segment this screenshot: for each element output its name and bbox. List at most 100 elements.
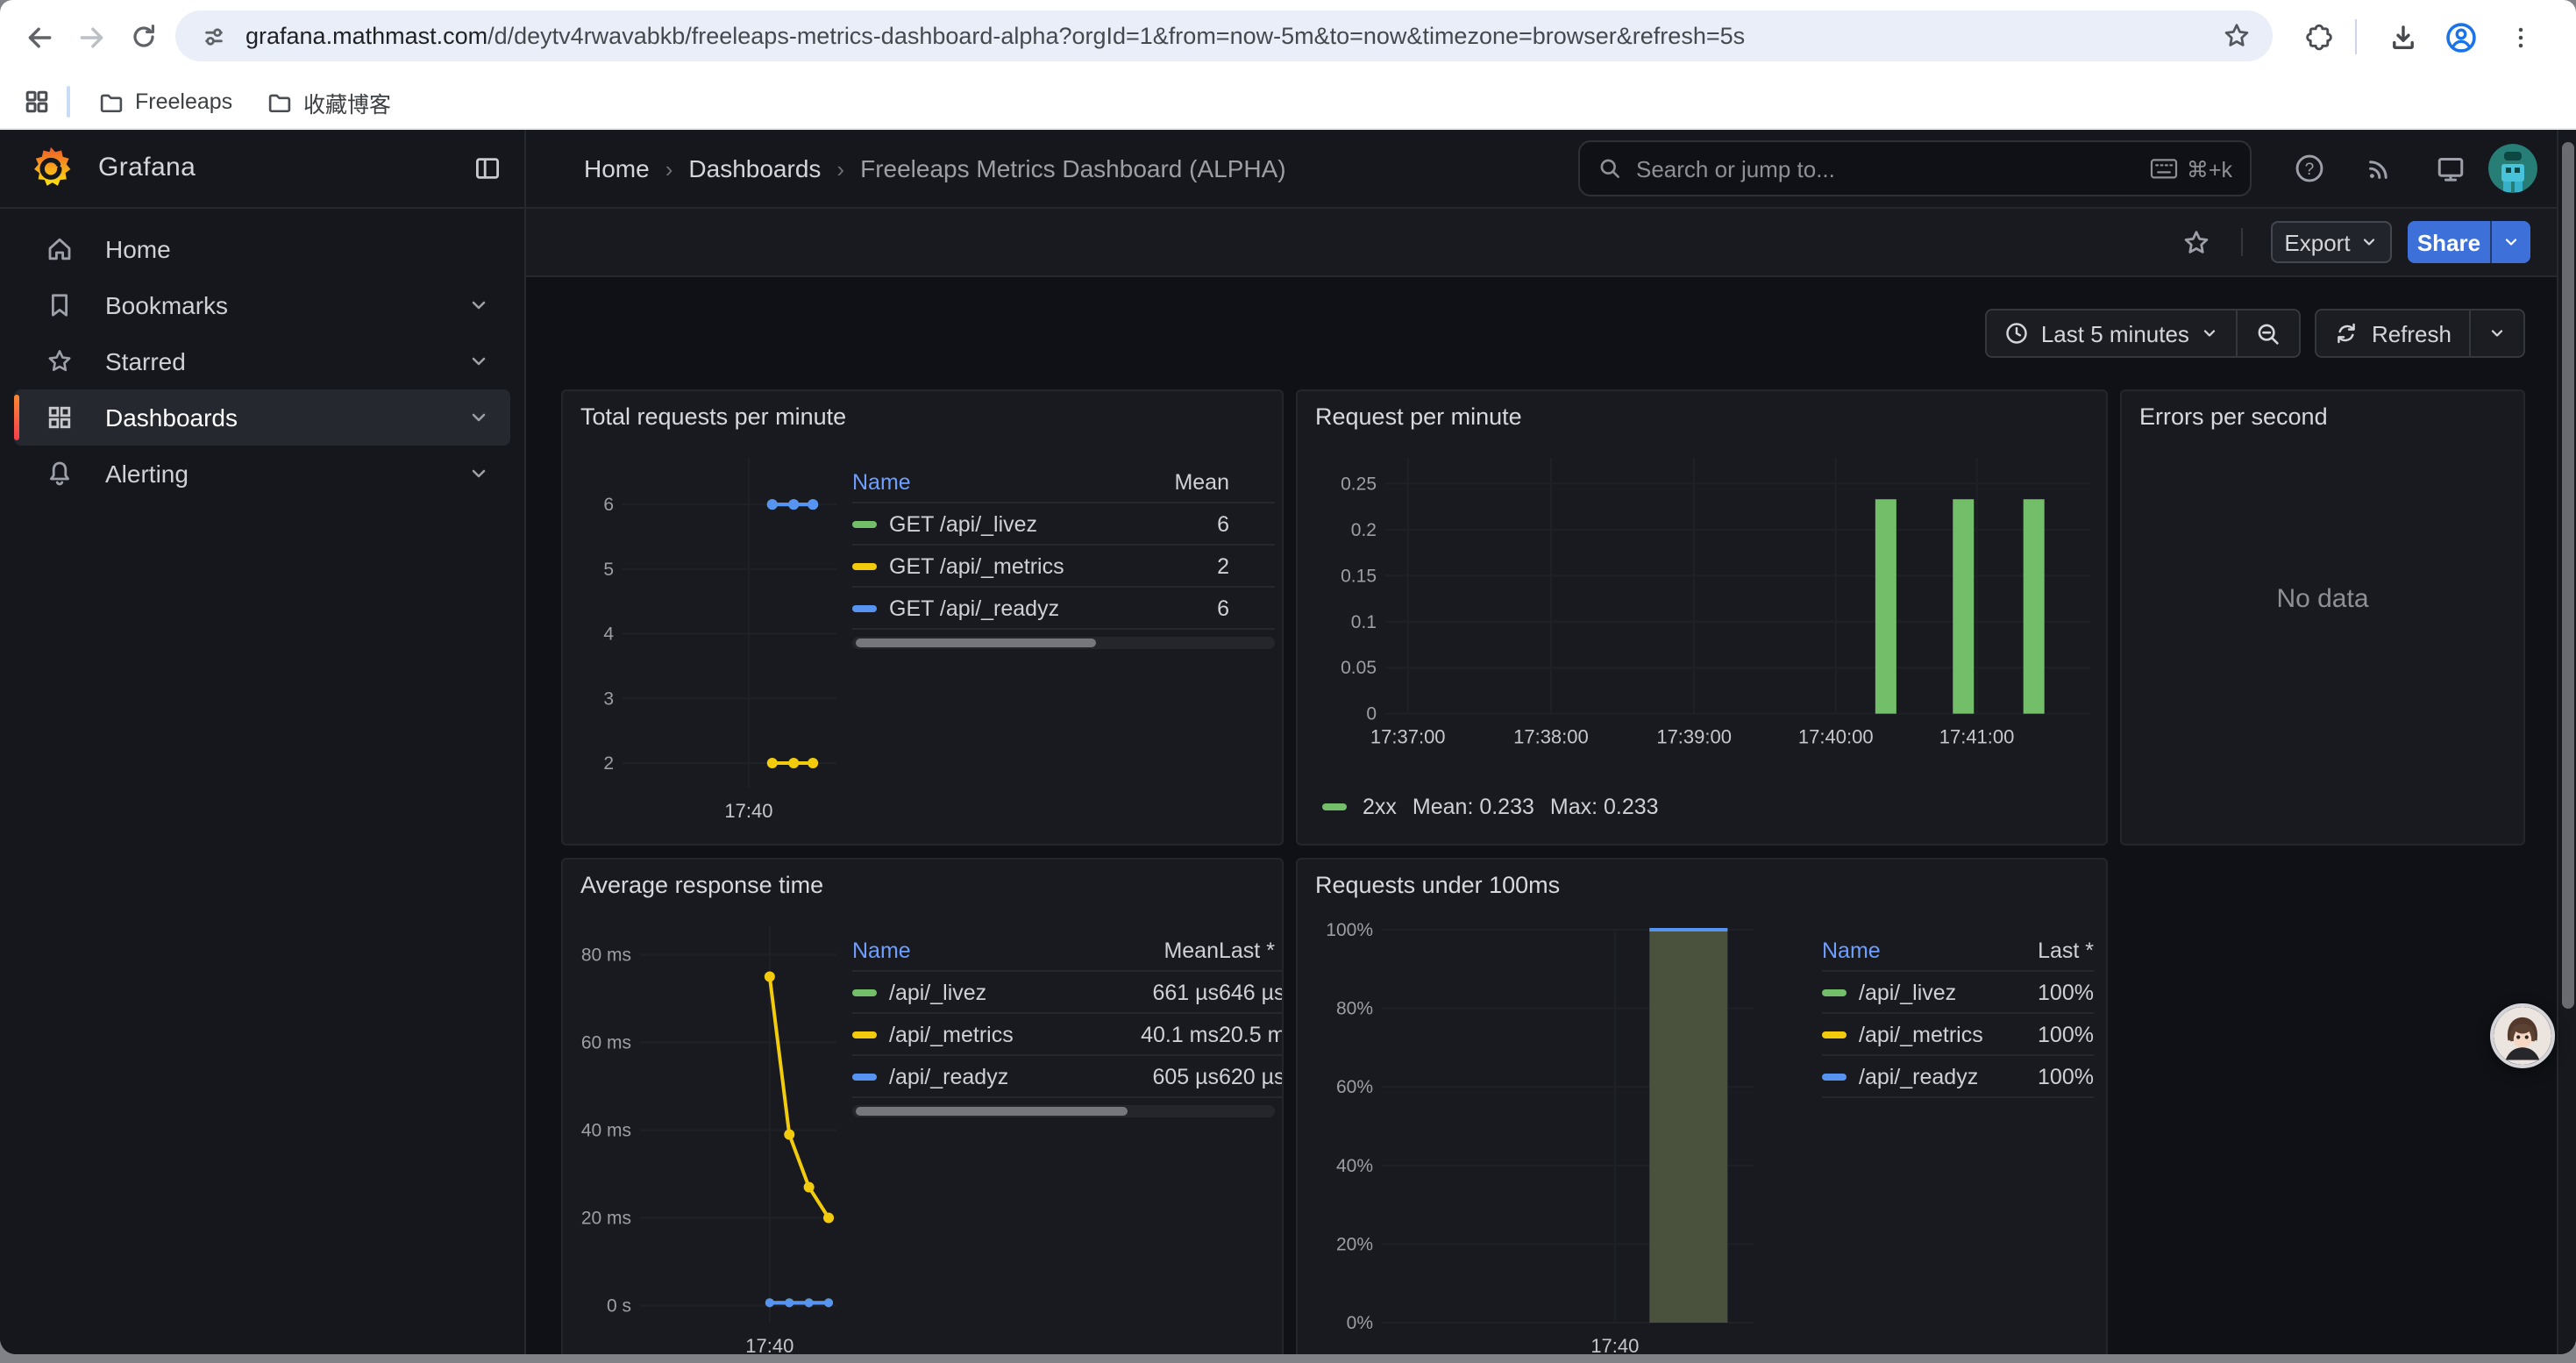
legend-column-header[interactable]: Name	[1822, 930, 2010, 972]
assistant-avatar[interactable]	[2490, 1003, 2555, 1068]
zoom-out-button[interactable]	[2236, 310, 2300, 356]
panel-request-per-minute: Request per minute 0.25 0.2 0.15 0.1 0.05 0 17…	[1296, 389, 2108, 846]
url-bar[interactable]: grafana.mathmast.com/d/deytv4rwavabkb/fr…	[175, 11, 2273, 61]
legend-column-header[interactable]: Mean	[1159, 461, 1229, 503]
dashboard-toolbar: Export Share	[526, 209, 2557, 277]
forward-icon[interactable]	[72, 18, 110, 56]
svg-text:17:39:00: 17:39:00	[1656, 726, 1732, 748]
legend-series[interactable]: GET /api/_readyz	[852, 588, 1159, 630]
bookmark-folder[interactable]: Freeleaps	[88, 82, 243, 121]
chevron-down-icon[interactable]	[468, 351, 489, 372]
svg-text:0.15: 0.15	[1341, 566, 1377, 586]
panel-title[interactable]: Errors per second	[2139, 403, 2328, 430]
sidebar-item-home[interactable]: Home	[14, 221, 510, 277]
bar-chart[interactable]: 0.25 0.2 0.15 0.1 0.05 017:37:00 17:38:00 17:39…	[1312, 437, 2096, 788]
legend-table: Name Mean Last * /api/_livez 661 µs 646 µs/ap…	[852, 930, 1282, 1098]
legend-value: 605 µs	[1117, 1056, 1219, 1098]
legend-table: Name Mean GET /api/_livez 6 GET /api/_metric…	[852, 461, 1275, 630]
folder-icon	[98, 89, 125, 115]
browser-menu-icon[interactable]	[2501, 18, 2539, 56]
svg-text:40 ms: 40 ms	[581, 1121, 631, 1141]
legend-series[interactable]: /api/_livez	[852, 972, 1117, 1014]
svg-text:0.2: 0.2	[1351, 520, 1377, 540]
share-button[interactable]: Share	[2408, 221, 2490, 263]
breadcrumb-item[interactable]: Dashboards	[688, 154, 822, 182]
chevron-down-icon[interactable]	[468, 463, 489, 484]
legend-column-header[interactable]: Mean	[1117, 930, 1219, 972]
legend-column-header[interactable]: Last *	[2010, 930, 2094, 972]
legend-series[interactable]: GET /api/_metrics	[852, 546, 1159, 588]
search-shortcut: ⌘+k	[2150, 155, 2232, 182]
toolbar-separator	[2241, 228, 2243, 256]
export-button[interactable]: Export	[2271, 221, 2392, 263]
chevron-down-icon	[2364, 239, 2375, 246]
legend-value: 6	[1159, 503, 1229, 546]
legend-column-header[interactable]: Name	[852, 461, 1159, 503]
svg-text:100%: 100%	[1326, 920, 1373, 940]
bookmark-star-icon[interactable]	[2222, 21, 2252, 51]
news-rss-icon[interactable]	[2362, 151, 2397, 186]
grafana-logo[interactable]	[26, 144, 75, 193]
legend-column-header[interactable]: Last *	[1219, 930, 1282, 972]
legend-column-header[interactable]: Name	[852, 930, 1117, 972]
legend-series[interactable]: /api/_metrics	[1822, 1014, 2010, 1056]
user-avatar[interactable]	[2488, 144, 2537, 193]
extensions-icon[interactable]	[2299, 18, 2338, 56]
sidebar-item-bookmarks[interactable]: Bookmarks	[14, 277, 510, 333]
site-info-icon[interactable]	[200, 22, 228, 50]
share-dropdown-button[interactable]	[2490, 221, 2530, 263]
sidebar-item-label: Home	[105, 235, 171, 263]
legend-scrollbar[interactable]	[852, 1105, 1275, 1117]
svg-text:20%: 20%	[1336, 1234, 1373, 1254]
series-swatch	[852, 1073, 877, 1080]
reload-icon[interactable]	[125, 18, 163, 56]
legend-table: Name Last */api/_livez 100%/api/_metrics 10…	[1822, 930, 2094, 1098]
panel-title[interactable]: Request per minute	[1315, 403, 1522, 430]
svg-text:40%: 40%	[1336, 1156, 1373, 1176]
sidebar-item-dashboards[interactable]: Dashboards	[14, 389, 510, 446]
breadcrumb-item[interactable]: Home	[584, 154, 650, 182]
breadcrumb: Home › Dashboards › Freeleaps Metrics Dashbo…	[584, 130, 1286, 207]
legend-series[interactable]: /api/_metrics	[852, 1014, 1117, 1056]
legend-value: 646 µs	[1219, 972, 1282, 1014]
brand-section: Grafana	[0, 130, 526, 207]
search-input[interactable]: Search or jump to... ⌘+k	[1578, 140, 2252, 196]
svg-text:0.05: 0.05	[1341, 658, 1377, 678]
breadcrumb-separator: ›	[836, 155, 845, 182]
legend-line[interactable]: 2xx Mean: 0.233 Max: 0.233	[1322, 795, 1659, 819]
refresh-button[interactable]: Refresh	[2317, 310, 2469, 356]
timeseries-chart[interactable]: 80 ms 60 ms 40 ms 20 ms 0 s 17:40	[573, 905, 865, 1354]
bookmark-folder[interactable]: 收藏博客	[256, 82, 402, 121]
profile-icon[interactable]	[2441, 18, 2480, 56]
download-icon[interactable]	[2383, 18, 2422, 56]
panel-title[interactable]: Requests under 100ms	[1315, 872, 1561, 898]
scrollbar-thumb[interactable]	[2562, 142, 2574, 1009]
dock-menu-icon[interactable]	[473, 154, 502, 182]
favorite-star-icon[interactable]	[2181, 228, 2211, 258]
refresh-interval-dropdown[interactable]	[2469, 310, 2523, 356]
area-chart[interactable]: 100% 80% 60% 40% 20% 0% 17:40	[1312, 905, 2096, 1354]
sidebar-item-starred[interactable]: Starred	[14, 333, 510, 389]
chevron-down-icon[interactable]	[468, 407, 489, 428]
legend-series[interactable]: /api/_readyz	[1822, 1056, 2010, 1098]
panel-title[interactable]: Total requests per minute	[580, 403, 847, 430]
svg-text:80 ms: 80 ms	[581, 946, 631, 966]
chevron-down-icon	[2204, 330, 2217, 337]
sidebar-item-alerting[interactable]: Alerting	[14, 446, 510, 502]
legend-series[interactable]: /api/_readyz	[852, 1056, 1117, 1098]
help-icon[interactable]: ?	[2292, 151, 2327, 186]
time-range-picker[interactable]: Last 5 minutes	[1987, 310, 2237, 356]
apps-grid-icon[interactable]	[18, 82, 56, 121]
chevron-down-icon[interactable]	[468, 295, 489, 316]
panel-title[interactable]: Average response time	[580, 872, 824, 898]
svg-text:80%: 80%	[1336, 999, 1373, 1019]
sidebar-item-label: Alerting	[105, 460, 189, 488]
back-icon[interactable]	[19, 18, 58, 56]
kiosk-monitor-icon[interactable]	[2432, 151, 2467, 186]
legend-series[interactable]: GET /api/_livez	[852, 503, 1159, 546]
legend-scrollbar[interactable]	[852, 637, 1275, 649]
timeseries-chart[interactable]: 6 5 4 3 2 17:40	[573, 437, 865, 830]
legend-series[interactable]: /api/_livez	[1822, 972, 2010, 1014]
svg-text:17:40: 17:40	[1590, 1335, 1639, 1354]
